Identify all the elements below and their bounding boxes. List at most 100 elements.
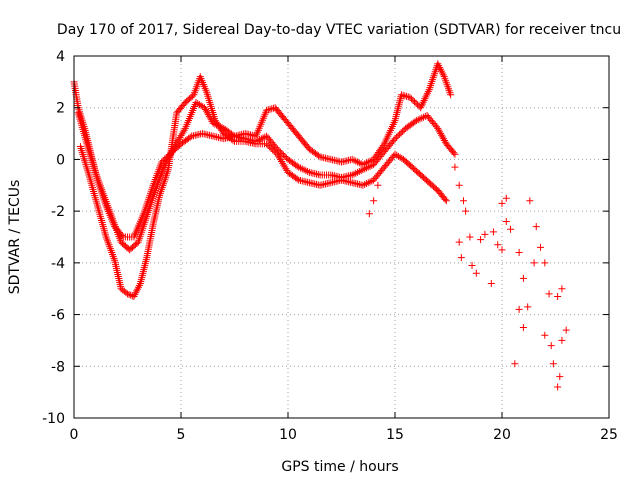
data-point xyxy=(515,305,523,313)
y-tick-label: -4 xyxy=(51,256,65,272)
data-point xyxy=(406,93,414,101)
data-point xyxy=(418,102,426,110)
data-point xyxy=(304,167,312,175)
x-tick-label: 20 xyxy=(493,427,511,443)
data-point xyxy=(554,292,562,300)
data-point xyxy=(266,143,274,151)
chart-title: Day 170 of 2017, Sidereal Day-to-day VTE… xyxy=(57,22,621,38)
data-point xyxy=(459,197,467,205)
data-point xyxy=(127,291,135,299)
data-point xyxy=(180,126,188,134)
data-point xyxy=(537,243,545,251)
data-point xyxy=(263,106,271,114)
data-point xyxy=(374,181,382,189)
data-point xyxy=(279,151,287,159)
data-point xyxy=(481,230,489,238)
data-point xyxy=(350,156,358,164)
data-point xyxy=(441,195,449,203)
data-point xyxy=(295,163,303,171)
data-point xyxy=(477,236,485,244)
data-point xyxy=(178,130,186,138)
y-tick-label: 4 xyxy=(56,49,65,65)
data-point xyxy=(530,259,538,267)
y-tick-label: -10 xyxy=(42,411,65,427)
data-point xyxy=(549,360,557,368)
data-point xyxy=(355,159,363,167)
data-point xyxy=(547,342,555,350)
data-point xyxy=(515,249,523,257)
data-point xyxy=(412,99,420,107)
data-point xyxy=(558,336,566,344)
data-point xyxy=(424,89,432,97)
data-point xyxy=(451,163,459,171)
data-point xyxy=(270,147,278,155)
data-point xyxy=(414,116,422,124)
data-point xyxy=(177,132,185,140)
y-tick-label: 2 xyxy=(56,101,65,117)
data-point xyxy=(264,106,272,114)
data-point xyxy=(472,269,480,277)
data-point xyxy=(393,133,401,141)
data-point xyxy=(424,87,432,95)
data-point xyxy=(300,166,308,174)
data-point xyxy=(179,128,187,136)
data-point xyxy=(498,199,506,207)
data-point xyxy=(545,290,553,298)
data-point xyxy=(274,152,282,160)
data-point xyxy=(394,132,402,140)
data-point xyxy=(447,91,455,99)
data-point xyxy=(370,197,378,205)
data-point xyxy=(354,158,362,166)
data-point xyxy=(261,133,269,141)
ticks: 0 5 10 15 20 25 -10 -8 -6 -4 -2 0 2 4 xyxy=(42,49,618,443)
data-point xyxy=(359,181,367,189)
data-point xyxy=(403,92,411,100)
data-point xyxy=(359,166,367,174)
data-point xyxy=(390,136,398,144)
data-point xyxy=(277,156,285,164)
data-point xyxy=(397,91,405,99)
y-axis-label: SDTVAR / TECUs xyxy=(7,180,23,295)
data-point xyxy=(420,96,428,104)
data-point xyxy=(269,104,277,112)
data-point xyxy=(418,114,426,122)
data-point xyxy=(455,181,463,189)
data-point xyxy=(526,197,534,205)
data-point xyxy=(366,178,374,186)
data-point xyxy=(352,169,360,177)
data-point xyxy=(278,157,286,165)
data-point xyxy=(558,285,566,293)
data-point xyxy=(419,98,427,106)
data-point xyxy=(269,146,277,154)
data-point xyxy=(362,164,370,172)
data-point xyxy=(451,150,459,158)
data-point xyxy=(541,259,549,267)
y-tick-label: -2 xyxy=(51,204,65,220)
data-point xyxy=(487,280,495,288)
data-point xyxy=(416,115,424,123)
data-point xyxy=(354,168,362,176)
data-point xyxy=(186,133,194,141)
data-point xyxy=(266,105,274,113)
data-point xyxy=(457,254,465,262)
data-point xyxy=(361,165,369,173)
data-point xyxy=(263,140,271,148)
x-tick-label: 0 xyxy=(70,427,79,443)
data-point xyxy=(455,238,463,246)
data-point xyxy=(418,100,426,108)
data-point xyxy=(293,175,301,183)
data-point xyxy=(408,95,416,103)
data-point xyxy=(124,290,131,298)
data-point xyxy=(511,360,519,368)
data-point xyxy=(397,129,405,137)
data-point xyxy=(524,303,532,311)
y-tick-label: 0 xyxy=(56,152,65,168)
data-point xyxy=(364,163,372,171)
data-point xyxy=(355,167,363,175)
data-point xyxy=(466,233,474,241)
data-point xyxy=(462,207,470,215)
data-point xyxy=(562,326,570,334)
x-axis-label: GPS time / hours xyxy=(281,459,398,475)
